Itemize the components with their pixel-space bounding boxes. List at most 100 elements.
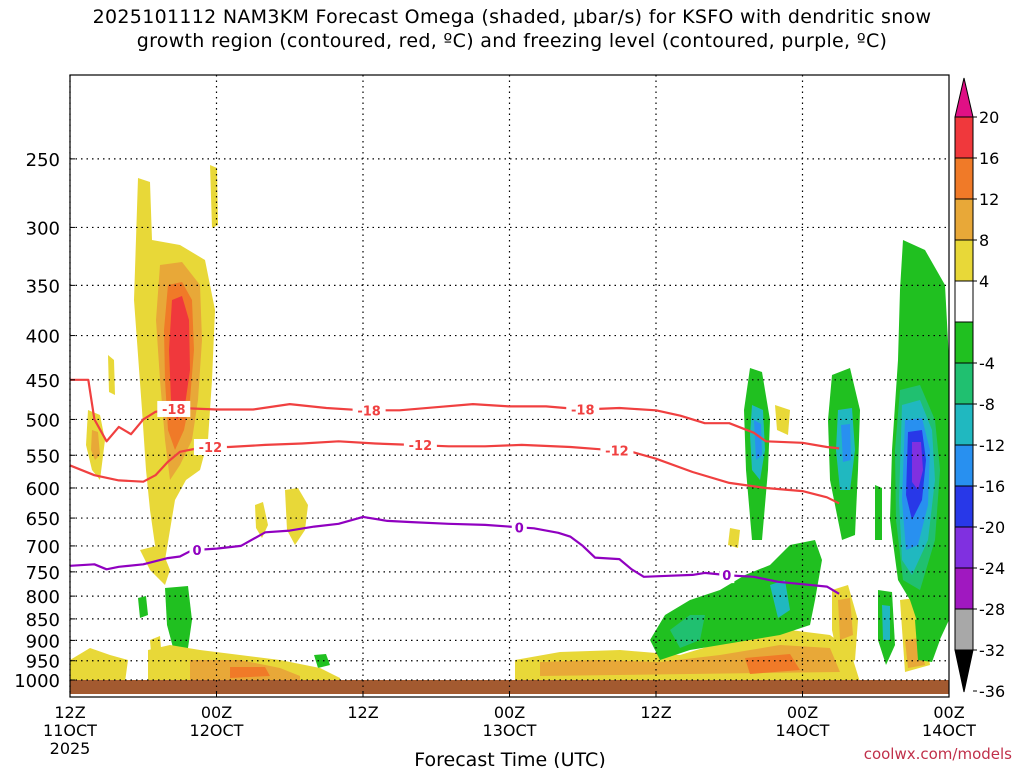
colorbar-label: -28 (979, 600, 1005, 619)
x-tick-date-label: 11OCT (43, 721, 97, 740)
contour-label-bg (511, 519, 527, 536)
y-tick-label: 400 (26, 327, 60, 348)
colorbar-bin (954, 280, 974, 323)
colorbar-bin (954, 444, 974, 487)
y-tick-label: 250 (26, 150, 60, 171)
x-tick-date-label: 14OCT (922, 721, 976, 740)
omega-negative-12 (882, 605, 890, 640)
x-tick-date-label: 13OCT (483, 721, 537, 740)
x-tick-label: 12Z (347, 703, 378, 722)
colorbar-bin (954, 403, 974, 446)
omega-positive-12 (745, 654, 800, 674)
credit-text: coolwx.com/models (863, 745, 1012, 763)
y-tick-label: 550 (26, 446, 60, 467)
colorbar-bin (954, 157, 974, 200)
contour-label: -18 (162, 403, 186, 418)
x-tick-label: 12Z (640, 703, 671, 722)
y-tick-label: 300 (26, 218, 60, 239)
contour-line (70, 378, 840, 450)
x-tick-date-label: 14OCT (776, 721, 830, 740)
colorbar-label: -36 (979, 682, 1005, 701)
omega-positive-16 (169, 296, 190, 420)
y-tick-label: 450 (26, 371, 60, 392)
omega-positive-4 (775, 405, 790, 435)
chart-title-line-1: 2025101112 NAM3KM Forecast Omega (shaded… (92, 6, 932, 28)
colorbar-label: -12 (979, 436, 1005, 455)
omega-negative-8 (670, 615, 705, 648)
omega-negative-12 (770, 580, 790, 618)
colorbar-label: -8 (979, 395, 995, 414)
temperature-contours: -18 -18 -18 -12 -12 -12 0 0 0 (70, 378, 840, 595)
contour-label-bg (157, 400, 191, 417)
omega-positive-4 (70, 648, 128, 682)
colorbar-label: -16 (979, 477, 1005, 496)
x-tick-label: 00Z (201, 703, 232, 722)
omega-negative-4 (138, 596, 148, 618)
omega-negative-4 (314, 654, 330, 668)
contour-label-bg (193, 438, 227, 455)
chart-title-line-2: growth region (contoured, red, ºC) and f… (136, 30, 888, 52)
colorbar-label: 20 (979, 108, 999, 127)
contour-label-bg (600, 442, 634, 459)
colorbar-bin (954, 608, 974, 651)
colorbar-label: -32 (979, 641, 1005, 660)
omega-positive-4 (108, 355, 115, 395)
colorbar-bin (954, 567, 974, 610)
contour-label-bg (403, 437, 437, 454)
x-tick-label: 12Z (54, 703, 85, 722)
colorbar-label: 8 (979, 231, 989, 250)
colorbar-label: 12 (979, 190, 999, 209)
axes: 2503003504004505005506006507007508008509… (14, 150, 976, 758)
omega-positive-4 (255, 502, 268, 538)
omega-negative-24 (912, 442, 923, 490)
contour-label: 0 (515, 521, 524, 536)
omega-negative-16 (841, 424, 851, 462)
contour-label-bg (719, 567, 735, 584)
y-tick-label: 1000 (14, 671, 60, 692)
colorbar: 20 16 12 8 4 -4 -8 -12 -16 -20 -24 -28 -32 -36 (954, 77, 1005, 701)
colorbar-bin (954, 77, 974, 118)
colorbar-bin (954, 649, 974, 693)
y-tick-label: 850 (26, 610, 60, 631)
contour-label: 0 (722, 569, 731, 584)
contour-label-bg (566, 401, 600, 418)
omega-positive-8 (91, 430, 100, 460)
colorbar-label: 4 (979, 272, 989, 291)
y-tick-label: 650 (26, 509, 60, 530)
colorbar-label: 16 (979, 149, 999, 168)
contour-label-bg (189, 541, 205, 558)
y-tick-label: 900 (26, 631, 60, 652)
colorbar-bin (954, 239, 974, 282)
y-tick-label: 500 (26, 410, 60, 431)
colorbar-label: -20 (979, 518, 1005, 537)
x-axis-label: Forecast Time (UTC) (414, 749, 605, 768)
omega-positive-4 (150, 636, 162, 665)
y-tick-label: 700 (26, 537, 60, 558)
colorbar-bin (954, 198, 974, 241)
x-tick-label: 00Z (933, 703, 964, 722)
colorbar-bin (954, 362, 974, 405)
contour-label: -12 (605, 445, 629, 460)
x-tick-year-label: 2025 (50, 739, 91, 758)
y-tick-label: 950 (26, 652, 60, 673)
contour-label: 0 (192, 544, 201, 559)
contour-label: -12 (199, 441, 223, 456)
y-tick-label: 600 (26, 479, 60, 500)
omega-positive-4 (728, 528, 740, 548)
omega-negative-4 (165, 586, 192, 655)
colorbar-label: -24 (979, 559, 1005, 578)
x-tick-label: 00Z (494, 703, 525, 722)
colorbar-label: -4 (979, 354, 995, 373)
contour-line (70, 515, 840, 595)
omega-negative-4 (915, 612, 940, 662)
omega-positive-12 (230, 667, 270, 678)
contour-label: -18 (357, 404, 381, 419)
omega-negative-16 (754, 420, 762, 460)
colorbar-bin (954, 321, 974, 364)
y-tick-label: 350 (26, 276, 60, 297)
x-tick-label: 00Z (787, 703, 818, 722)
colorbar-bin (954, 116, 974, 159)
contour-label: -12 (409, 439, 433, 454)
y-tick-label: 750 (26, 563, 60, 584)
